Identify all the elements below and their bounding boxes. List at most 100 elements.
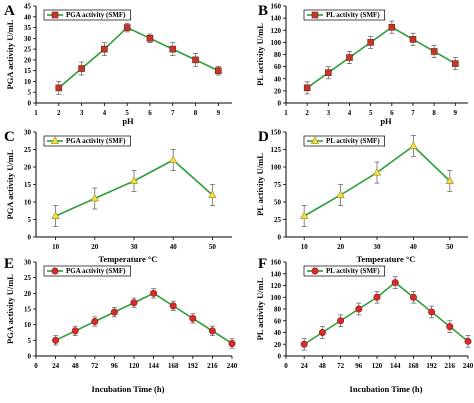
panel-d-data-point bbox=[336, 190, 345, 198]
panel-a-legend-swatch bbox=[47, 11, 63, 19]
panel-b-x-tick-label: 5 bbox=[369, 109, 373, 117]
panel-d: D 0 25 50 75 100 125 150 10 20 30 40 50 PL activity… bbox=[255, 129, 468, 264]
panel-f-x-tick-label: 216 bbox=[445, 362, 456, 370]
panel-f-axes: 0 20 40 60 80 100 120 140 160 0 24 48 72 96 120 144 168 1… bbox=[271, 259, 474, 371]
panel-e-data-point bbox=[189, 314, 197, 322]
panel-b-y-tick-label: 140 bbox=[271, 15, 282, 23]
panel-f-legend: PL activity (SMF) bbox=[303, 265, 386, 277]
panel-a-x-tick-label: 4 bbox=[103, 109, 107, 117]
panel-f-y-axis-title: PL activity U/mL bbox=[255, 277, 265, 340]
panel-f-data-point bbox=[318, 328, 326, 336]
panel-f-x-tick-label: 72 bbox=[337, 362, 345, 370]
panel-e-x-tick-label: 72 bbox=[91, 362, 99, 370]
panel-f-y-tick-label: 120 bbox=[271, 282, 282, 290]
panel-c-y-tick-label: 30 bbox=[24, 129, 32, 137]
panel-a-data-point bbox=[146, 35, 154, 42]
panel-a-y-tick-label: 35 bbox=[24, 24, 32, 32]
panel-b-y-tick-label: 40 bbox=[274, 75, 282, 83]
panel-c-data-point bbox=[129, 176, 139, 184]
panel-f-y-tick-label: 80 bbox=[274, 306, 282, 314]
panel-e-y-tick-label: 5 bbox=[28, 337, 32, 345]
panel-a-x-tick-label: 8 bbox=[194, 109, 198, 117]
panel-e-y-axis-title: PGA activity U/mL bbox=[5, 274, 15, 344]
panel-e-label: E bbox=[4, 256, 14, 272]
panel-d-x-tick-label: 20 bbox=[337, 243, 345, 251]
panel-a-data-point bbox=[78, 65, 85, 72]
panel-f-data-point bbox=[355, 305, 363, 313]
panel-e-y-tick-label: 30 bbox=[24, 259, 32, 267]
panel-b-x-tick-label: 1 bbox=[284, 109, 288, 117]
panel-e-x-tick-label: 144 bbox=[148, 362, 159, 370]
panel-a-series-line bbox=[58, 26, 219, 89]
panel-b-legend-marker bbox=[311, 11, 319, 19]
panel-f-x-axis-title: Incubation Time (h) bbox=[350, 384, 423, 394]
panel-d-legend-marker bbox=[310, 136, 320, 144]
panel-e-x-axis-title: Incubation Time (h) bbox=[92, 384, 165, 394]
panel-e-x-tick-label: 120 bbox=[129, 362, 140, 370]
panel-f-x-tick-label: 192 bbox=[426, 362, 437, 370]
panel-f-y-tick-label: 160 bbox=[271, 259, 282, 267]
panel-d-data-point bbox=[372, 167, 382, 176]
panel-f-x-tick-label: 48 bbox=[319, 362, 327, 370]
panel-b-x-tick-label: 7 bbox=[411, 109, 415, 117]
panel-a-y-tick-label: 25 bbox=[24, 46, 32, 54]
panel-d-y-tick-label: 125 bbox=[271, 146, 282, 154]
panel-d-x-tick-label: 30 bbox=[374, 243, 382, 251]
panel-e: E 0 5 10 15 20 25 30 0 24 48 72 96 120 144 168 192 216 24… bbox=[4, 256, 238, 394]
panel-e-series bbox=[52, 288, 236, 349]
panel-e-x-tick-label: 216 bbox=[207, 362, 218, 370]
panel-c-series bbox=[51, 149, 217, 227]
panel-f-data-point bbox=[300, 340, 308, 348]
panel-b-y-tick-label: 20 bbox=[274, 87, 282, 95]
panel-a-legend-label: PGA activity (SMF) bbox=[66, 11, 126, 19]
panel-c-x-tick-label: 30 bbox=[131, 243, 139, 251]
panel-a-legend: PGA activity (SMF) bbox=[43, 9, 131, 21]
panel-f-data-point bbox=[446, 323, 454, 331]
panel-a-y-tick-label: 45 bbox=[24, 3, 32, 11]
panel-f-x-tick-label: 24 bbox=[301, 362, 309, 370]
panel-f-data-point bbox=[464, 337, 472, 345]
panel-d-y-tick-label: 75 bbox=[274, 181, 282, 189]
panel-a-y-axis-title: PGA activity U/mL bbox=[5, 19, 15, 89]
panel-c-legend-label: PGA activity (SMF) bbox=[66, 137, 126, 145]
panel-b-data-point bbox=[303, 84, 311, 92]
panel-c-x-tick-label: 10 bbox=[52, 243, 60, 251]
panel-d-y-tick-label: 100 bbox=[271, 164, 282, 172]
panel-b-y-tick-label: 160 bbox=[271, 3, 282, 11]
panel-f-x-tick-label: 96 bbox=[355, 362, 363, 370]
panel-b-y-tick-label: 100 bbox=[271, 39, 282, 47]
panel-d-x-tick-label: 10 bbox=[301, 243, 309, 251]
panel-a-y-tick-label: 15 bbox=[24, 67, 32, 75]
panel-a-data-point bbox=[101, 45, 108, 53]
panel-c-data-point bbox=[90, 193, 99, 202]
panel-b-x-tick-label: 2 bbox=[305, 109, 309, 117]
panel-d-x-axis-title: Temperature °C bbox=[357, 254, 416, 264]
panel-e-legend-label: PGA activity (SMF) bbox=[66, 267, 126, 275]
panel-a-series bbox=[55, 22, 222, 95]
panel-d-x-tick-label: 50 bbox=[446, 243, 454, 251]
panel-a-x-tick-label: 1 bbox=[34, 109, 38, 117]
panel-d-data-point bbox=[409, 141, 418, 149]
panel-e-y-tick-label: 10 bbox=[24, 321, 32, 329]
panel-f-legend-box bbox=[303, 265, 386, 277]
panel-f-x-tick-label: 0 bbox=[284, 362, 288, 370]
panel-f-data-point bbox=[391, 279, 399, 287]
panel-b-y-axis-title: PL activity U/mL bbox=[255, 23, 265, 86]
panel-a-data-point bbox=[169, 45, 177, 53]
panel-b-y-tick-label: 60 bbox=[274, 63, 282, 71]
panel-a-y-tick-label: 30 bbox=[24, 35, 32, 43]
panel-b-label: B bbox=[258, 3, 268, 19]
panel-d-y-tick-label: 25 bbox=[274, 216, 282, 224]
panel-f-y-tick-label: 60 bbox=[274, 317, 282, 325]
panel-e-x-tick-label: 240 bbox=[227, 362, 238, 370]
panel-c-y-tick-label: 15 bbox=[24, 181, 32, 189]
panel-b-x-axis-title: pH bbox=[380, 116, 392, 126]
panel-e-axes: 0 5 10 15 20 25 30 0 24 48 72 96 120 144 168 192 216 240 bbox=[24, 259, 238, 371]
panel-b-data-point bbox=[367, 39, 374, 46]
panel-b-y-tick-label: 80 bbox=[274, 51, 282, 59]
panel-d-data-point bbox=[445, 176, 454, 184]
panel-e-y-tick-label: 20 bbox=[24, 290, 32, 298]
panel-e-data-point bbox=[91, 318, 99, 326]
panel-c-legend-swatch bbox=[47, 136, 63, 144]
